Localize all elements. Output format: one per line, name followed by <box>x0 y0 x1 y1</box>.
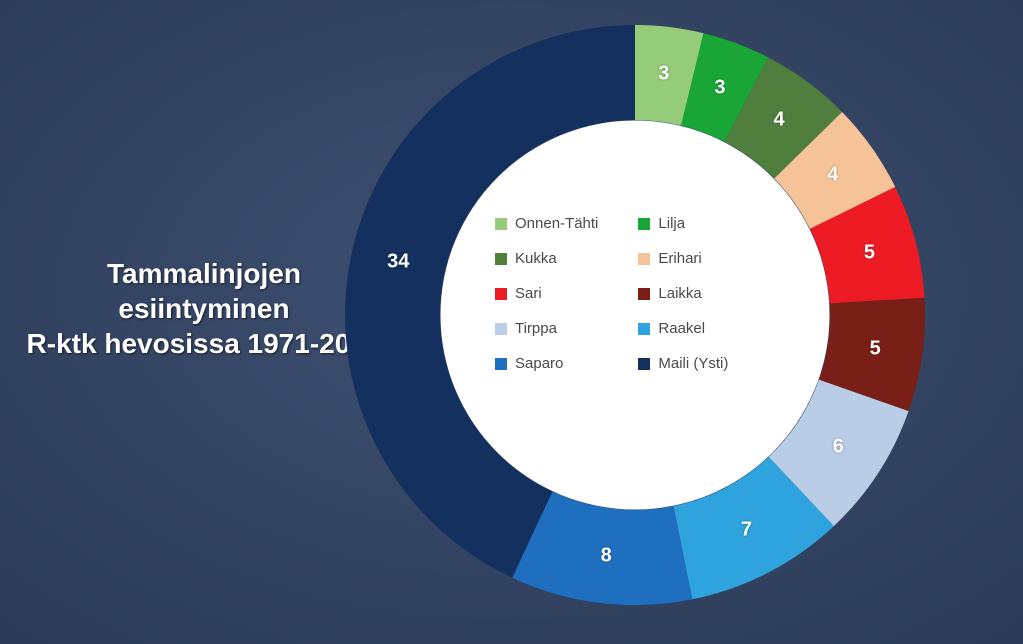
chart-stage: Tammalinjojen esiintyminen R-ktk hevosis… <box>0 0 1023 644</box>
legend-label: Saparo <box>515 355 563 372</box>
legend-item: Laikka <box>638 285 728 302</box>
legend-item: Lilja <box>638 215 728 232</box>
legend-swatch <box>638 358 650 370</box>
legend-swatch <box>495 358 507 370</box>
legend-item: Saparo <box>495 355 598 372</box>
legend-swatch <box>638 218 650 230</box>
legend-label: Sari <box>515 285 542 302</box>
legend-swatch <box>638 253 650 265</box>
legend-item: Raakel <box>638 320 728 337</box>
legend-item: Erihari <box>638 250 728 267</box>
legend: Onnen-Tähti Lilja Kukka Erihari Sari Laikka Ti… <box>495 215 728 372</box>
legend-label: Erihari <box>658 250 701 267</box>
legend-item: Sari <box>495 285 598 302</box>
legend-label: Lilja <box>658 215 685 232</box>
legend-swatch <box>638 288 650 300</box>
legend-item: Maili (Ysti) <box>638 355 728 372</box>
legend-label: Kukka <box>515 250 557 267</box>
legend-swatch <box>495 323 507 335</box>
legend-label: Laikka <box>658 285 701 302</box>
legend-swatch <box>495 253 507 265</box>
legend-label: Maili (Ysti) <box>658 355 728 372</box>
legend-swatch <box>495 288 507 300</box>
legend-item: Kukka <box>495 250 598 267</box>
legend-swatch <box>495 218 507 230</box>
chart-title: Tammalinjojen esiintyminen R-ktk hevosis… <box>24 256 384 361</box>
legend-label: Tirppa <box>515 320 557 337</box>
legend-label: Onnen-Tähti <box>515 215 598 232</box>
legend-label: Raakel <box>658 320 705 337</box>
legend-item: Onnen-Tähti <box>495 215 598 232</box>
legend-item: Tirppa <box>495 320 598 337</box>
legend-swatch <box>638 323 650 335</box>
